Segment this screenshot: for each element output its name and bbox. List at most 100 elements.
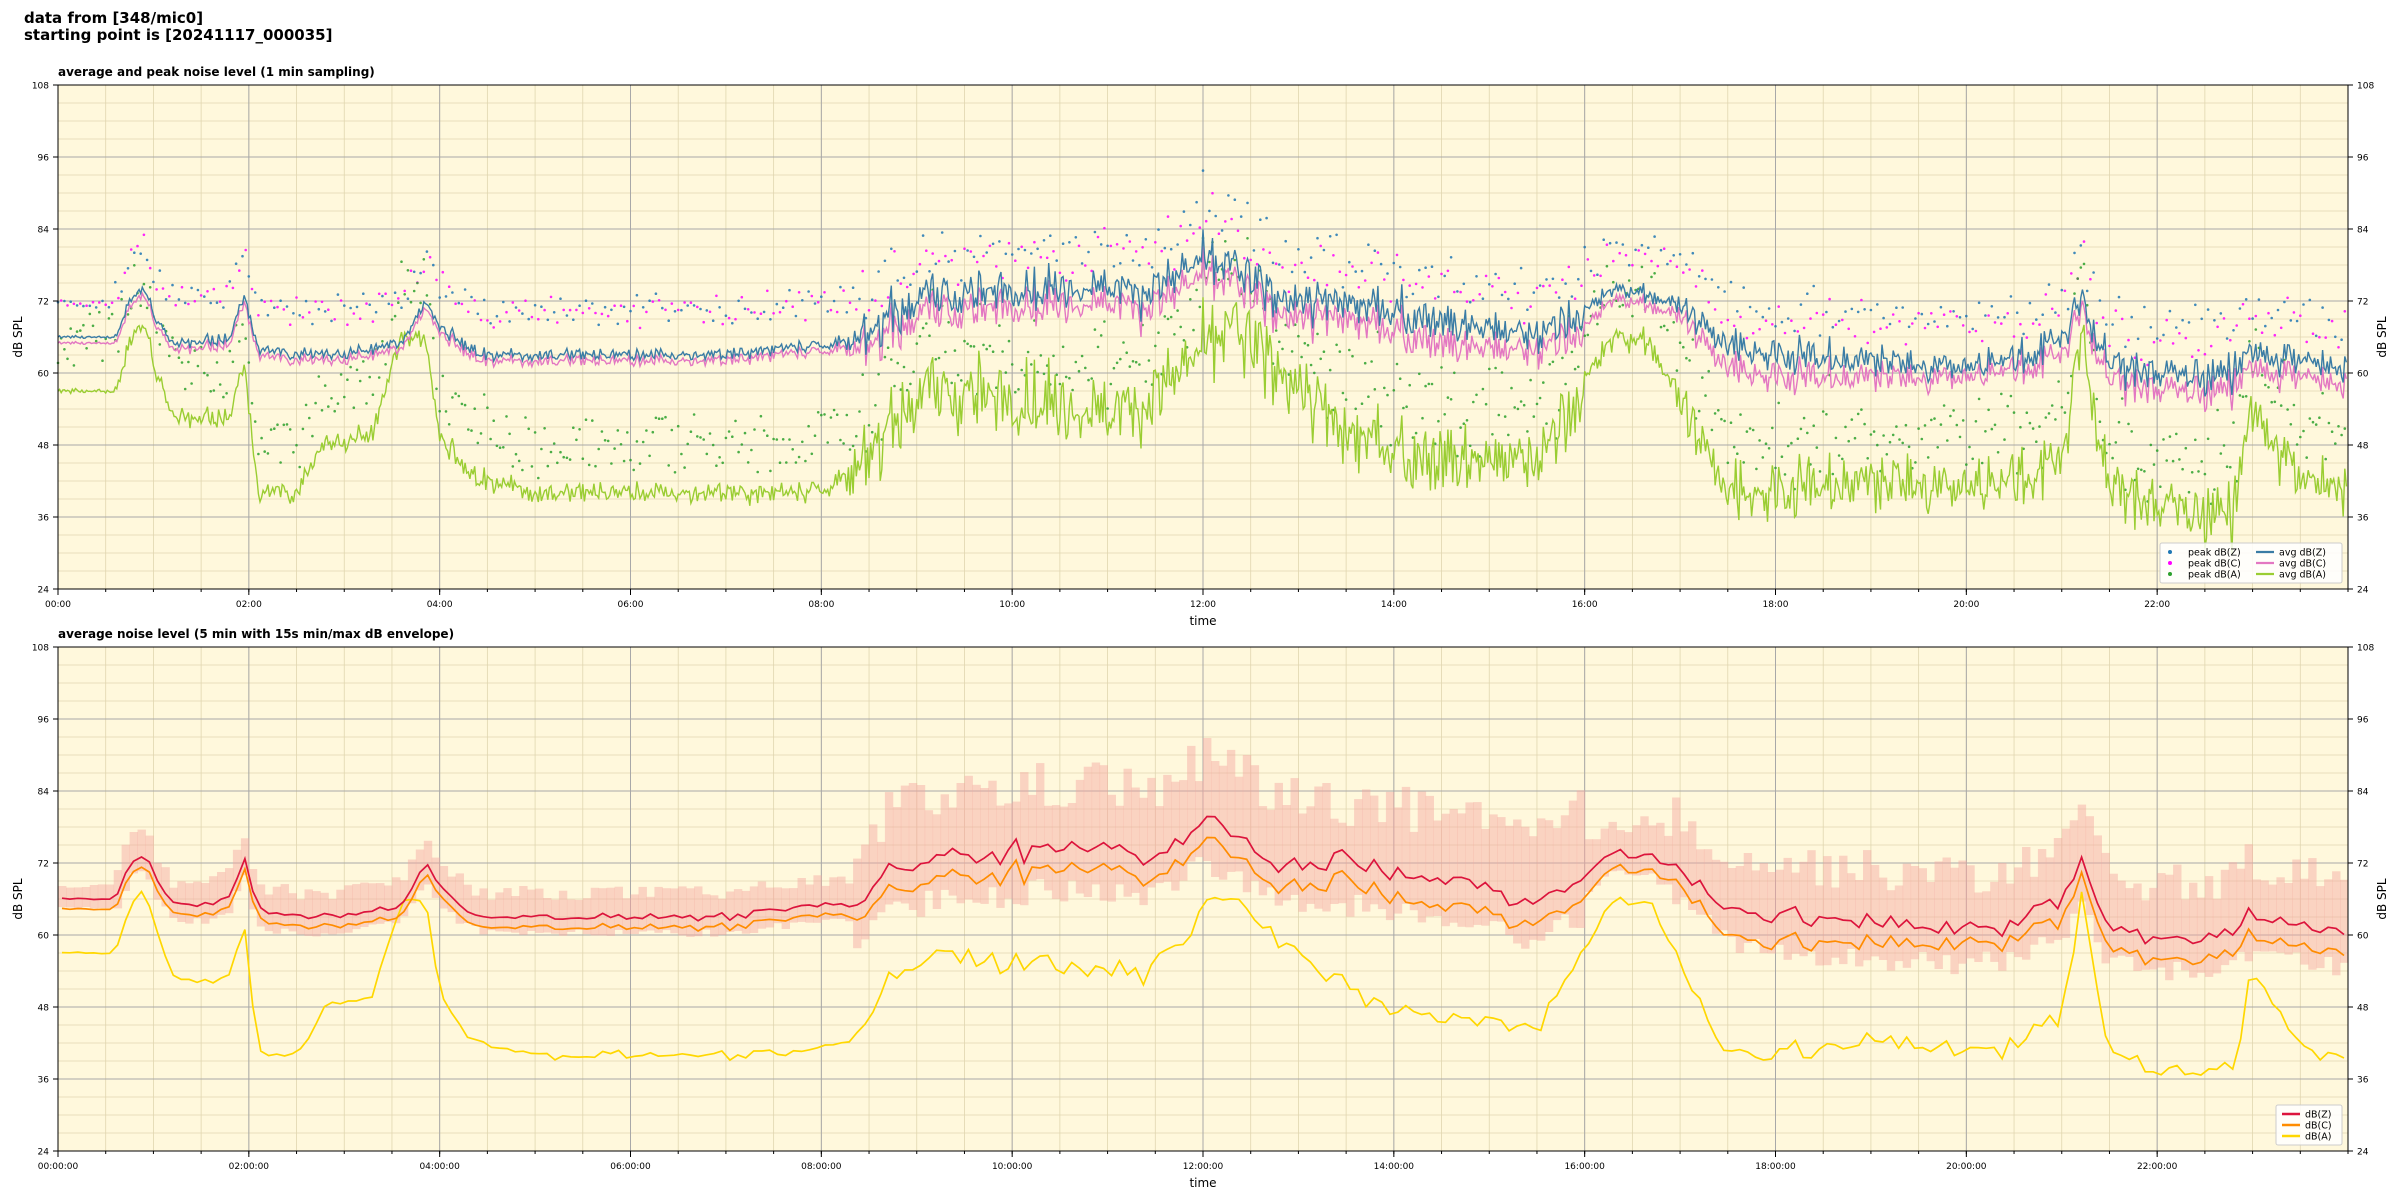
peak-marker bbox=[1052, 250, 1055, 253]
peak-marker bbox=[2006, 404, 2009, 408]
peak-marker bbox=[1567, 265, 1571, 269]
peak-marker bbox=[514, 452, 518, 456]
peak-marker bbox=[1777, 305, 1780, 308]
peak-marker bbox=[416, 281, 419, 285]
envelope-band bbox=[1425, 795, 1434, 917]
peak-marker bbox=[2260, 374, 2264, 377]
x-tick-label: 08:00 bbox=[808, 600, 834, 610]
peak-marker bbox=[1933, 417, 1936, 420]
peak-marker bbox=[2206, 308, 2210, 311]
peak-marker bbox=[1780, 320, 1784, 324]
peak-marker bbox=[2194, 303, 2197, 307]
envelope-band bbox=[1505, 825, 1514, 935]
legend-label: avg dB(Z) bbox=[2279, 548, 2326, 559]
peak-marker bbox=[944, 254, 947, 258]
peak-marker bbox=[1360, 269, 1364, 273]
peak-marker bbox=[985, 251, 988, 254]
envelope-band bbox=[376, 883, 385, 924]
envelope-band bbox=[1656, 822, 1665, 885]
peak-marker bbox=[1338, 350, 1342, 353]
peak-marker bbox=[1926, 456, 1930, 459]
peak-marker bbox=[616, 322, 620, 326]
envelope-band bbox=[336, 889, 345, 934]
peak-marker bbox=[1090, 377, 1093, 380]
peak-marker bbox=[1825, 310, 1828, 314]
peak-marker bbox=[606, 314, 610, 318]
peak-marker bbox=[530, 465, 534, 468]
peak-marker bbox=[432, 263, 435, 267]
peak-marker bbox=[2057, 314, 2060, 317]
y-tick-label-right: 36 bbox=[2357, 514, 2369, 524]
peak-marker bbox=[1958, 435, 1962, 439]
peak-marker bbox=[2248, 340, 2251, 343]
peak-marker bbox=[648, 454, 651, 458]
envelope-band bbox=[328, 899, 337, 935]
peak-marker bbox=[441, 270, 445, 274]
peak-marker bbox=[2120, 397, 2124, 400]
envelope-band bbox=[805, 884, 814, 923]
peak-marker bbox=[206, 373, 209, 377]
peak-marker bbox=[1561, 356, 1564, 360]
peak-marker bbox=[1631, 314, 1634, 318]
peak-marker bbox=[1761, 315, 1765, 319]
envelope-band bbox=[1807, 850, 1816, 952]
peak-marker bbox=[654, 416, 658, 420]
peak-marker bbox=[928, 334, 931, 338]
x-tick-label: 12:00:00 bbox=[1183, 1162, 1224, 1172]
peak-marker bbox=[82, 304, 85, 308]
peak-marker bbox=[1233, 198, 1237, 201]
peak-marker bbox=[2216, 408, 2219, 412]
envelope-band bbox=[407, 859, 417, 904]
envelope-band bbox=[1195, 781, 1204, 858]
peak-marker bbox=[2117, 295, 2121, 299]
envelope-band bbox=[1942, 857, 1951, 956]
peak-marker bbox=[641, 440, 645, 444]
peak-marker bbox=[308, 416, 311, 420]
peak-marker bbox=[502, 446, 505, 449]
envelope-band bbox=[2260, 880, 2269, 952]
peak-marker bbox=[816, 411, 820, 414]
envelope-band bbox=[2324, 879, 2333, 957]
peak-marker bbox=[1201, 169, 1205, 172]
peak-marker bbox=[2130, 315, 2133, 319]
peak-marker bbox=[406, 297, 410, 301]
envelope-band bbox=[137, 829, 146, 872]
peak-marker bbox=[355, 368, 359, 372]
peak-marker bbox=[479, 432, 483, 435]
peak-marker bbox=[371, 393, 375, 397]
peak-marker bbox=[956, 283, 960, 287]
peak-marker bbox=[772, 312, 775, 315]
envelope-band bbox=[741, 890, 751, 934]
peak-marker bbox=[1087, 378, 1090, 382]
envelope-band bbox=[678, 886, 687, 936]
envelope-band bbox=[1863, 850, 1872, 961]
envelope-band bbox=[527, 889, 536, 931]
peak-marker bbox=[1099, 243, 1103, 246]
peak-marker bbox=[266, 313, 270, 317]
envelope-band bbox=[1099, 765, 1108, 901]
peak-marker bbox=[1357, 286, 1361, 289]
peak-marker bbox=[2289, 423, 2293, 426]
peak-marker bbox=[1980, 461, 1984, 465]
peak-marker bbox=[193, 299, 197, 303]
peak-marker bbox=[1109, 244, 1113, 248]
peak-marker bbox=[1802, 326, 1806, 330]
peak-marker bbox=[1344, 273, 1348, 277]
series-line-avg-db-c- bbox=[57, 246, 2348, 413]
y-tick-label-right: 72 bbox=[2357, 860, 2368, 870]
peak-marker bbox=[1542, 284, 1545, 288]
envelope-band bbox=[97, 884, 107, 908]
peak-marker bbox=[972, 345, 976, 348]
peak-marker bbox=[1647, 246, 1650, 249]
peak-marker bbox=[1169, 247, 1173, 251]
peak-marker bbox=[1472, 400, 1475, 404]
peak-marker bbox=[473, 299, 477, 302]
peak-marker bbox=[731, 321, 734, 325]
peak-marker bbox=[756, 470, 759, 474]
peak-marker bbox=[829, 416, 833, 419]
peak-marker bbox=[600, 312, 604, 316]
peak-marker bbox=[810, 452, 814, 456]
peak-marker bbox=[1061, 345, 1065, 349]
peak-marker bbox=[1532, 415, 1536, 418]
peak-marker bbox=[1468, 300, 1472, 304]
